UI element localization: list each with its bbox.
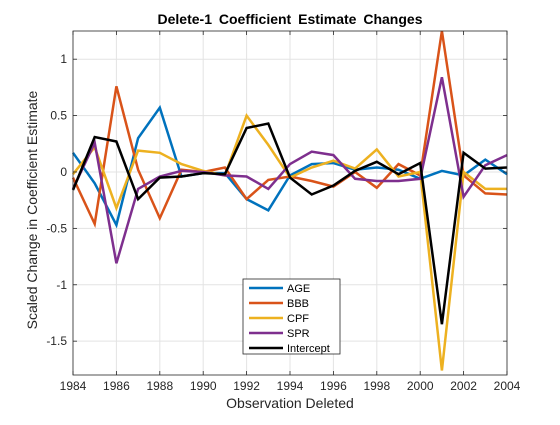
x-tick-label: 1986 xyxy=(103,379,130,393)
series-layer xyxy=(71,30,508,371)
x-tick-label: 1992 xyxy=(233,379,260,393)
y-axis-label: Scaled Change in Coefficient Estimate xyxy=(24,90,40,329)
x-tick-label: 1996 xyxy=(320,379,347,393)
legend-label-intercept: Intercept xyxy=(287,343,330,355)
x-tick-label: 1988 xyxy=(146,379,173,393)
x-tick-label: 1994 xyxy=(277,379,304,393)
legend-label-spr: SPR xyxy=(287,328,310,340)
y-tick-label: 0 xyxy=(60,165,67,179)
x-tick-label: 2004 xyxy=(494,379,521,393)
y-tick-label: -1.5 xyxy=(46,334,67,348)
legend-label-age: AGE xyxy=(287,283,310,295)
series-line-intercept xyxy=(71,122,508,325)
x-axis-label: Observation Deleted xyxy=(226,395,354,411)
x-tick-label: 2002 xyxy=(450,379,477,393)
series-line-spr xyxy=(71,76,508,264)
y-tick-label: -0.5 xyxy=(46,221,67,235)
legend-box xyxy=(242,278,341,355)
legend: AGE BBB CPF SPR Intercept xyxy=(242,278,341,355)
legend-label-cpf: CPF xyxy=(287,313,309,325)
y-tick-label: 1 xyxy=(60,52,67,66)
y-tick-label: -1 xyxy=(56,278,67,292)
y-tick-label: 0.5 xyxy=(50,109,67,123)
x-tick-label: 1990 xyxy=(190,379,217,393)
x-tick-label: 1984 xyxy=(60,379,87,393)
x-tick-label: 2000 xyxy=(407,379,434,393)
ticks: 1984 1986 1988 1990 1992 1994 1996 1998 2000 2002… xyxy=(46,31,521,393)
chart-title: Delete-1 Coefficient Estimate Changes xyxy=(158,11,423,27)
legend-label-bbb: BBB xyxy=(287,298,309,310)
x-tick-label: 1998 xyxy=(363,379,390,393)
